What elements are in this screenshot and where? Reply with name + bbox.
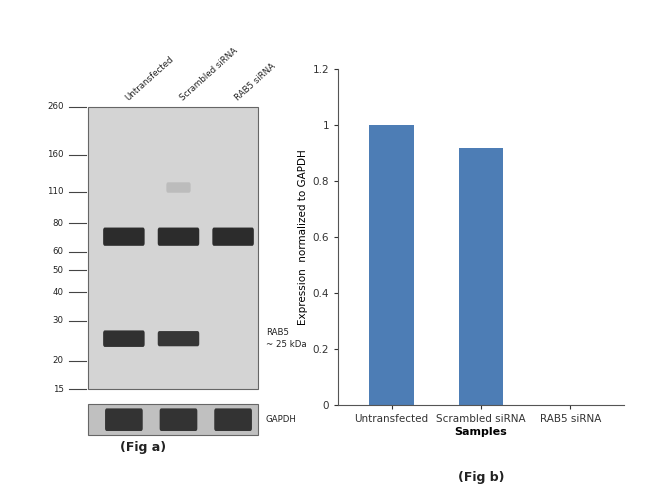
Text: RAB5 siRNA: RAB5 siRNA [233,62,277,102]
FancyBboxPatch shape [158,228,200,246]
Text: 15: 15 [53,385,64,394]
Bar [369,125,414,405]
Text: Scrambled siRNA: Scrambled siRNA [179,46,240,102]
Text: 40: 40 [53,288,64,296]
FancyBboxPatch shape [160,409,198,431]
FancyBboxPatch shape [214,409,252,431]
FancyBboxPatch shape [88,405,257,435]
FancyBboxPatch shape [88,107,257,389]
FancyBboxPatch shape [213,228,254,246]
FancyBboxPatch shape [158,331,200,346]
Text: 50: 50 [53,265,64,275]
FancyBboxPatch shape [103,228,145,246]
Text: RAB5
~ 25 kDa: RAB5 ~ 25 kDa [266,329,307,349]
FancyBboxPatch shape [166,182,190,193]
Text: 160: 160 [47,150,64,159]
Text: (Fig a): (Fig a) [120,442,166,454]
Text: Untransfected: Untransfected [124,54,176,102]
Text: 60: 60 [53,247,64,256]
Text: (Fig b): (Fig b) [458,471,504,484]
FancyBboxPatch shape [105,409,143,431]
Text: 30: 30 [53,316,64,325]
FancyBboxPatch shape [103,330,145,347]
Bar [459,148,503,405]
Y-axis label: Expression  normalized to GAPDH: Expression normalized to GAPDH [298,149,308,325]
Text: 260: 260 [47,102,64,111]
X-axis label: Samples: Samples [454,427,508,437]
Text: 20: 20 [53,356,64,365]
Text: GAPDH: GAPDH [266,415,296,424]
Text: 110: 110 [47,187,64,197]
Text: 80: 80 [53,219,64,228]
